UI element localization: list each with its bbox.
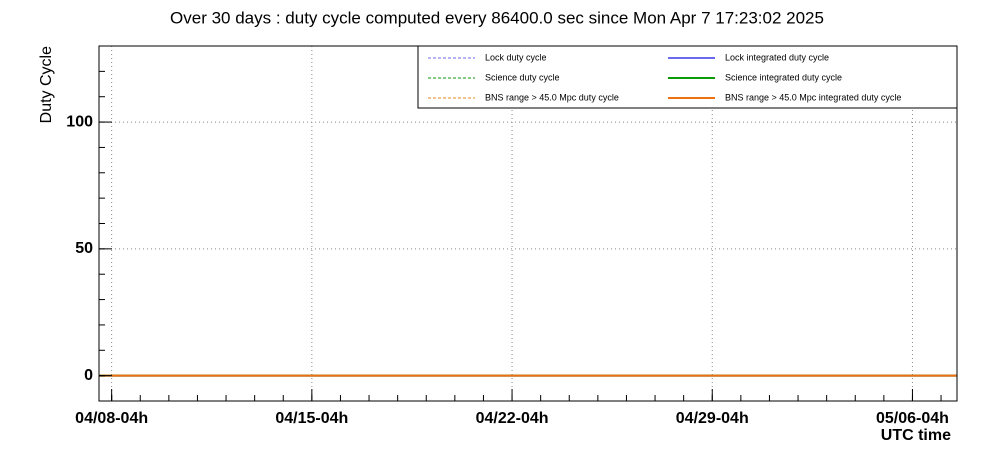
chart-title: Over 30 days : duty cycle computed every… (170, 8, 824, 27)
y-tick-label: 0 (84, 367, 93, 384)
x-tick-label: 04/15-04h (275, 410, 348, 427)
legend-label: Lock integrated duty cycle (725, 52, 829, 62)
legend-label: Lock duty cycle (485, 52, 547, 62)
legend-label: BNS range > 45.0 Mpc duty cycle (485, 92, 619, 102)
axes: 0 50 100 04/08-04h 04/15-04h 04/22-04h 04/29-0… (66, 45, 949, 427)
y-tick-label: 100 (66, 113, 93, 130)
y-tick-label: 50 (75, 240, 93, 257)
x-tick-label: 04/22-04h (476, 410, 549, 427)
legend-label: Science duty cycle (485, 72, 560, 82)
legend-label: BNS range > 45.0 Mpc integrated duty cyc… (725, 92, 901, 102)
legend: Lock duty cycle Lock integrated duty cycl… (417, 45, 958, 109)
y-axis-label: Duty Cycle (38, 46, 55, 123)
legend-label: Science integrated duty cycle (725, 72, 842, 82)
x-axis-label: UTC time (881, 427, 951, 444)
x-tick-label: 04/29-04h (676, 410, 749, 427)
x-tick-label: 05/06-04h (876, 410, 949, 427)
x-tick-label: 04/08-04h (75, 410, 148, 427)
